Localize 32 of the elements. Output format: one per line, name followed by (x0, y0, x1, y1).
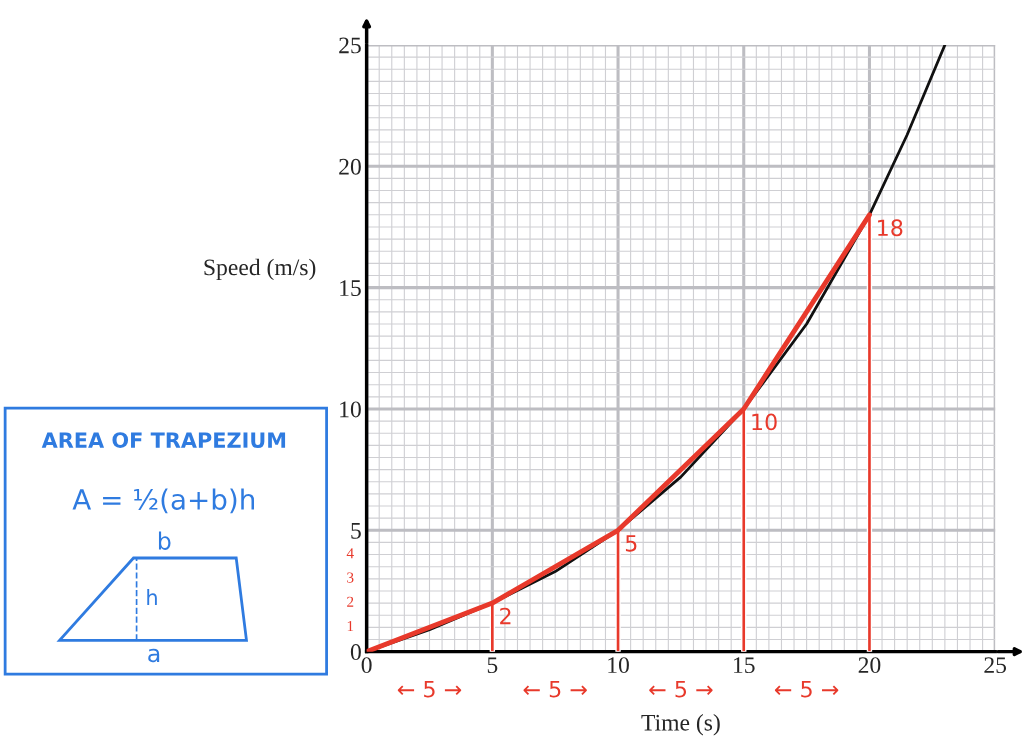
x-tick-label: 0 (361, 657, 372, 674)
text: b (158, 531, 171, 550)
x-tick-label: 20 (858, 657, 881, 674)
text: ← 5 → (397, 681, 462, 698)
data-label: 2 (500, 607, 511, 625)
x-tick-label: 10 (608, 657, 629, 674)
text: a (148, 648, 160, 663)
data-label: 5 (625, 535, 637, 552)
text: 1 (347, 620, 354, 632)
text: ← 5 → (774, 681, 839, 698)
y-axis-title: Speed (m/s) (204, 258, 316, 281)
text: A = ½(a+b)h (72, 488, 254, 514)
line-series (366, 212, 872, 652)
text: 3 (347, 572, 354, 583)
y-tick-label: 5 (351, 523, 361, 539)
y-tick-label: 25 (339, 37, 361, 54)
text: 2 (347, 596, 354, 607)
x-tick-label: 5 (487, 657, 498, 674)
text: ← 5 → (649, 681, 713, 698)
y-tick-label: 10 (340, 401, 361, 418)
y-tick-label: 20 (339, 158, 361, 175)
data-label: 10 (752, 413, 777, 431)
x-tick-label: 15 (734, 657, 755, 674)
data-label: 18 (878, 219, 903, 237)
x-tick-label: 25 (984, 657, 1007, 674)
text: AREA OF TRAPEZIUM (41, 432, 286, 448)
y-tick-label: 15 (340, 280, 361, 297)
x-axis-title: Time (s) (641, 714, 720, 736)
text: h (147, 589, 157, 605)
text: 4 (346, 548, 354, 559)
text: ← 5 → (523, 681, 587, 698)
y-tick-label: 0 (350, 644, 361, 661)
